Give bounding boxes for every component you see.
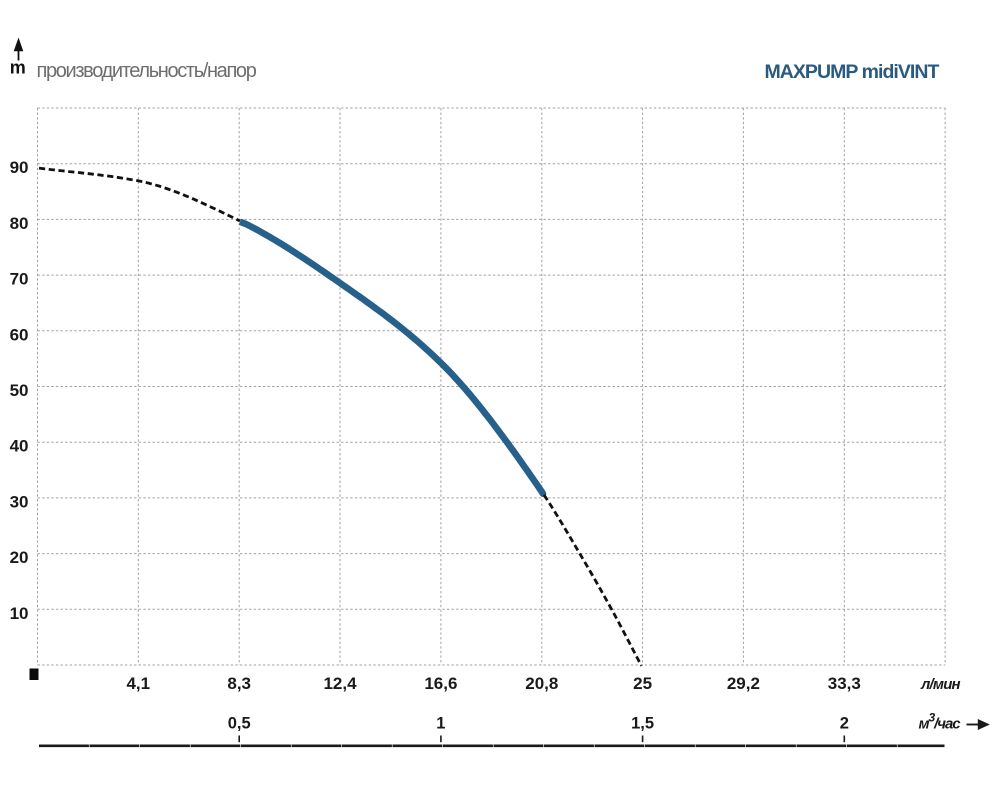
svg-text:m: m	[10, 58, 26, 78]
svg-text:12,4: 12,4	[323, 674, 357, 693]
svg-text:80: 80	[10, 214, 29, 233]
svg-text:90: 90	[10, 158, 29, 177]
svg-text:40: 40	[10, 437, 29, 456]
svg-text:MAXPUMP midiVINT: MAXPUMP midiVINT	[764, 61, 939, 83]
svg-text:4,1: 4,1	[126, 674, 150, 693]
svg-text:20: 20	[10, 548, 29, 567]
svg-text:25: 25	[633, 674, 652, 693]
svg-text:0,5: 0,5	[228, 715, 251, 733]
svg-text:70: 70	[10, 270, 29, 289]
svg-text:2: 2	[840, 715, 849, 733]
svg-text:50: 50	[10, 381, 29, 400]
svg-text:30: 30	[10, 492, 29, 511]
svg-text:16,6: 16,6	[424, 674, 457, 693]
svg-text:33,3: 33,3	[828, 674, 861, 693]
svg-text:29,2: 29,2	[727, 674, 760, 693]
svg-text:1: 1	[436, 715, 445, 733]
svg-text:60: 60	[10, 325, 29, 344]
svg-text:20,8: 20,8	[525, 674, 558, 693]
svg-text:1,5: 1,5	[631, 715, 654, 733]
svg-text:производительность/напор: производительность/напор	[37, 60, 257, 82]
svg-text:л/мин: л/мин	[920, 676, 961, 693]
svg-text:8,3: 8,3	[227, 674, 251, 693]
svg-text:10: 10	[10, 604, 29, 623]
